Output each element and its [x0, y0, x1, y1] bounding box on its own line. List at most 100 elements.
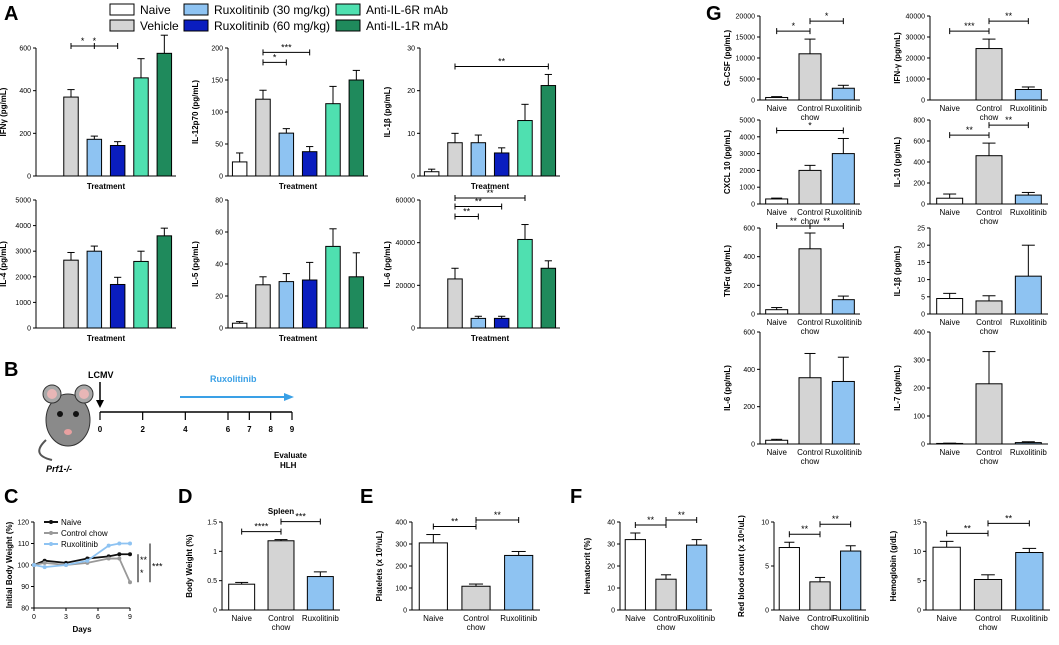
- y-tick-label: 10: [917, 277, 925, 284]
- series-point: [117, 556, 122, 561]
- category-label: Naive: [766, 208, 787, 217]
- bar: [798, 377, 822, 445]
- timeline-ticks: 0 2 4 6 7 8 9: [98, 412, 295, 434]
- category-label: Control: [463, 614, 489, 623]
- x-tick-label: 6: [96, 614, 100, 621]
- bar: [255, 284, 271, 329]
- bar: [63, 96, 79, 177]
- y-tick-label: 200: [19, 131, 31, 138]
- bar: [1014, 89, 1042, 101]
- series-point: [32, 563, 36, 567]
- category-label: Ruxolitinib: [825, 448, 862, 457]
- category-label: Ruxolitinib: [302, 614, 339, 623]
- significance-label: ***: [281, 42, 292, 52]
- category-label: Naive: [231, 614, 252, 623]
- y-tick-label: 4000: [739, 134, 755, 141]
- y-tick-label: 0: [921, 202, 925, 209]
- y-axis-label: IL-12p70 (pg/mL): [191, 80, 200, 144]
- y-tick-label: 0: [765, 608, 769, 615]
- y-tick-label: 0: [411, 174, 415, 181]
- timeline-tick-label: 9: [290, 425, 295, 434]
- y-axis-label: IL-4 (pg/mL): [0, 241, 8, 287]
- category-label: Naive: [936, 614, 957, 623]
- series-point: [117, 552, 122, 557]
- y-tick-label: 0: [921, 442, 925, 449]
- y-axis-label: IL-6 (pg/mL): [723, 365, 732, 411]
- chart-a4: 0 1000 2000 3000 4000 5000 IL-4 (pg/mL) Treatme…: [0, 198, 176, 343]
- y-tick-label: 40000: [396, 240, 416, 247]
- y-tick-label: 100: [395, 586, 407, 593]
- y-tick-label: 0: [219, 326, 223, 333]
- significance-label: **: [498, 56, 506, 66]
- x-tick-label: 9: [128, 614, 132, 621]
- series-point: [128, 580, 132, 585]
- y-tick-label: 0: [917, 608, 921, 615]
- category-label: Naive: [423, 614, 444, 623]
- bar: [655, 578, 677, 611]
- legend-marker: [49, 520, 53, 524]
- significance-label: *: [825, 11, 829, 21]
- bar: [686, 544, 708, 611]
- y-tick-label: 400: [395, 520, 407, 527]
- bar: [809, 581, 831, 611]
- y-axis-label: IL-10 (pg/mL): [893, 137, 902, 188]
- y-axis-label: G-CSF (pg/mL): [723, 29, 732, 86]
- bar: [133, 77, 149, 177]
- y-axis-label: IFNγ (pg/mL): [0, 87, 8, 136]
- y-tick-label: 400: [913, 160, 925, 167]
- bar: [540, 85, 557, 177]
- bar: [423, 171, 440, 177]
- legend-label-rux30: Ruxolitinib (30 mg/kg): [214, 3, 330, 17]
- series-point: [128, 541, 132, 546]
- y-tick-label: 200: [913, 181, 925, 188]
- legend-marker: [49, 542, 53, 546]
- y-tick-label: 10: [407, 131, 415, 138]
- category-label: Control: [797, 208, 823, 217]
- y-tick-label: 5000: [15, 198, 31, 205]
- category-label: Control: [807, 614, 833, 623]
- y-axis-label: Body Weight (%): [185, 534, 194, 598]
- y-tick-label: 5: [765, 564, 769, 571]
- y-tick-label: 2000: [739, 168, 755, 175]
- category-label: chow: [811, 623, 830, 632]
- chart-g2: 0 10000 20000 30000 40000 IFN-γ (pg/mL) Naive C…: [893, 11, 1048, 122]
- y-tick-label: 1000: [15, 300, 31, 307]
- category-label: chow: [801, 217, 820, 226]
- panel-letter-f: F: [570, 486, 582, 508]
- y-axis-label: TNFα (pg/mL): [723, 245, 732, 297]
- series-point: [106, 556, 111, 561]
- y-tick-label: 10: [607, 586, 615, 593]
- y-tick-label: 5000: [739, 77, 755, 84]
- bar: [348, 79, 365, 177]
- significance-label: **: [140, 555, 148, 565]
- series-point: [106, 543, 111, 548]
- chart-f1: 0 10 20 30 40 Hematocrit (%) Naive ControlchowR…: [583, 510, 716, 632]
- bar: [278, 281, 295, 329]
- y-tick-label: 400: [19, 88, 31, 95]
- panel-letter-a: A: [4, 3, 18, 25]
- timeline-tick-label: 8: [268, 425, 273, 434]
- x-tick-label: 0: [32, 614, 36, 621]
- category-label: Control: [653, 614, 679, 623]
- y-tick-label: 2000: [15, 274, 31, 281]
- y-tick-label: 0: [411, 326, 415, 333]
- y-tick-label: 0: [219, 174, 223, 181]
- y-tick-label: 30: [407, 46, 415, 53]
- y-tick-label: 100: [211, 110, 223, 117]
- y-axis-label: Red blood count (x 10⁶/uL): [737, 515, 746, 617]
- panel-letter-b: B: [4, 359, 18, 381]
- bar: [493, 152, 510, 177]
- y-axis-label: Hematocrit (%): [583, 537, 592, 594]
- ruxolitinib-arrowhead: [284, 393, 294, 401]
- chart-e: 0 100 200 300 400 Platelets (x 10³/uL) Naive Co…: [375, 510, 540, 632]
- bar: [975, 155, 1003, 205]
- category-label: chow: [979, 623, 998, 632]
- category-label: Ruxolitinib: [1010, 448, 1047, 457]
- y-tick-label: 400: [743, 367, 755, 374]
- x-axis-label: Treatment: [87, 182, 126, 191]
- y-tick-label: 25: [917, 226, 925, 233]
- significance-label: **: [678, 510, 686, 520]
- y-tick-label: 20: [607, 564, 615, 571]
